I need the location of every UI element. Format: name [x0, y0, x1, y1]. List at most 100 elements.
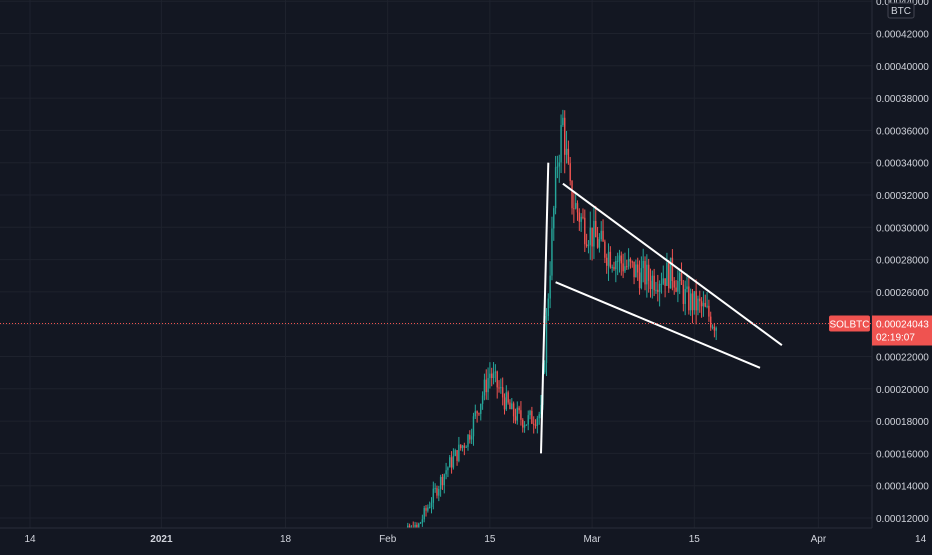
candle-body: [503, 397, 506, 410]
candle-body: [492, 372, 495, 378]
candle-body: [710, 316, 712, 328]
candle-body: [682, 284, 685, 304]
candle-body: [427, 507, 429, 511]
channel-upper-line: [562, 182, 783, 346]
candle-body: [578, 212, 581, 222]
candle-body: [532, 423, 535, 425]
candle-body: [476, 411, 478, 414]
candle-body: [480, 403, 482, 414]
x-tick-label: Mar: [583, 534, 601, 545]
candle-body: [662, 278, 664, 284]
x-tick-label: Feb: [379, 534, 397, 545]
currency-badge: [887, 2, 915, 19]
candle-body: [651, 275, 654, 289]
candle-body: [454, 450, 456, 456]
candle-body: [624, 266, 626, 272]
candle-body: [571, 180, 573, 209]
candle-body: [596, 237, 599, 248]
candle-body: [419, 522, 422, 524]
y-tick-label: 0.00028000: [876, 256, 929, 267]
candle-body: [494, 371, 497, 373]
candle-body: [547, 298, 550, 317]
candle-body: [449, 457, 451, 468]
candle-body: [529, 410, 531, 416]
x-tick-label: 15: [484, 534, 496, 545]
y-tick-label: 0.00018000: [876, 417, 929, 428]
currency-label: BTC: [891, 6, 911, 17]
candle-body: [447, 467, 449, 471]
candle-body: [587, 245, 590, 247]
candle-body: [450, 457, 453, 468]
candle-body: [432, 488, 435, 503]
candle-body: [573, 208, 575, 210]
candle-body: [693, 291, 696, 311]
candle-body: [498, 387, 500, 389]
candle-body: [622, 263, 624, 272]
candle-body: [478, 413, 480, 415]
candle-body: [646, 264, 648, 285]
candle-body: [536, 418, 539, 426]
candle-body: [640, 268, 643, 289]
candle-body: [501, 387, 504, 398]
candle-body: [553, 208, 555, 229]
candle-body: [635, 264, 637, 278]
candle-body: [584, 217, 586, 245]
candle-body: [436, 488, 438, 496]
flag-pole-line: [540, 162, 550, 454]
y-tick-label: 0.00034000: [876, 159, 929, 170]
candle-body: [474, 411, 477, 417]
candle-body: [507, 392, 509, 403]
candle-body: [463, 445, 466, 448]
x-tick-label: 18: [280, 534, 292, 545]
channel-lower-line: [555, 281, 761, 369]
candle-body: [613, 266, 615, 270]
candle-body: [434, 488, 436, 490]
candle-body: [658, 283, 661, 292]
candle-body: [604, 241, 606, 258]
candle-body: [633, 261, 635, 278]
y-tick-label: 0.00022000: [876, 353, 929, 364]
candle-body: [649, 280, 652, 289]
candle-body: [551, 228, 553, 276]
candle-body: [549, 275, 551, 299]
candle-body: [543, 362, 546, 373]
candle-body: [589, 227, 591, 246]
y-tick-label: 0.00036000: [876, 126, 929, 137]
candle-body: [425, 508, 427, 511]
candle-body: [416, 524, 418, 528]
candle-body: [655, 289, 657, 291]
candle-body: [675, 287, 677, 292]
candle-body: [576, 203, 579, 213]
price-axis-background: [872, 0, 932, 550]
candle-body: [534, 424, 537, 426]
candle-body: [607, 251, 610, 266]
candle-body: [657, 289, 659, 292]
candle-body: [660, 283, 663, 285]
candle-body: [467, 434, 469, 447]
last-price-label: 0.00024043: [876, 320, 929, 331]
x-tick-label: 14: [24, 534, 36, 545]
candle-body: [439, 476, 442, 490]
candle-body: [558, 162, 560, 167]
candle-body: [591, 227, 593, 247]
candle-body: [525, 424, 528, 426]
candle-body: [695, 291, 697, 311]
symbol-label: SOLBTC: [829, 320, 869, 331]
candle-body: [564, 117, 566, 155]
candle-body: [489, 373, 491, 379]
candle-body: [516, 407, 518, 421]
last-price-tag: [872, 315, 932, 346]
candle-body: [574, 203, 577, 209]
candle-body: [620, 255, 623, 264]
candle-body: [472, 416, 475, 437]
candle-body: [677, 280, 679, 292]
candle-body: [491, 373, 493, 378]
candle-body: [678, 272, 681, 281]
candle-body: [713, 326, 716, 331]
candle-body: [428, 507, 431, 509]
candle-body: [666, 262, 668, 286]
candle-body: [569, 163, 571, 181]
y-tick-label: 0.00038000: [876, 94, 929, 105]
